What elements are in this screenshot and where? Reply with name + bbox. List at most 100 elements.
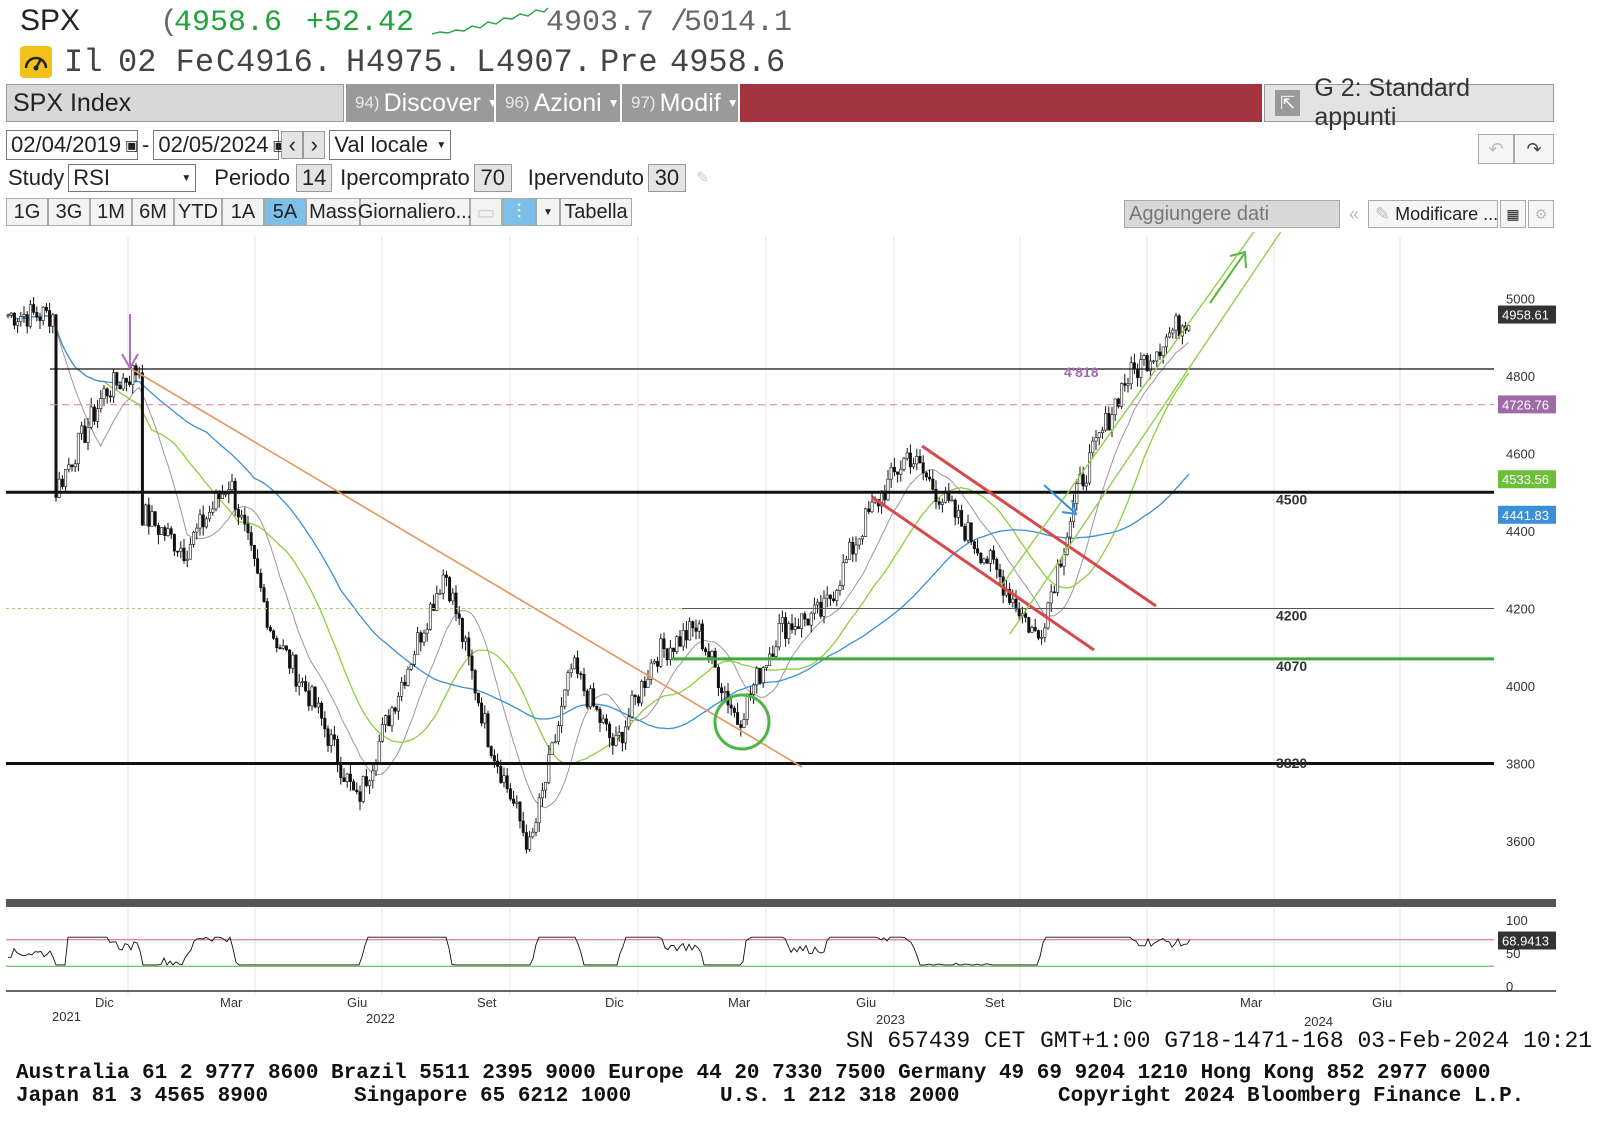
frequency-select[interactable]: Giornaliero... — [358, 198, 472, 226]
speedometer-icon[interactable] — [20, 46, 52, 78]
range-button-1m[interactable]: 1M — [90, 198, 132, 226]
candle-body — [784, 617, 788, 639]
candle-body — [457, 613, 461, 619]
pencil-icon[interactable]: ✎ — [695, 170, 710, 187]
chart-type-icon[interactable]: ▭ — [470, 198, 502, 226]
candle-body — [438, 592, 442, 595]
previous-period-button[interactable]: ‹ — [281, 131, 304, 159]
period-field[interactable]: 14 — [296, 164, 333, 192]
candle-body — [1024, 613, 1028, 618]
candle-body — [576, 657, 580, 674]
candle-body — [710, 650, 714, 658]
candle-body — [451, 592, 455, 602]
azioni-menu[interactable]: 96) Azioni ▼ — [496, 84, 620, 122]
candle-body — [934, 489, 938, 502]
candle-body — [489, 746, 493, 756]
table-button[interactable]: Tabella — [560, 198, 632, 226]
overbought-label: Ipercomprato — [340, 165, 470, 190]
security-field[interactable]: SPX Index — [6, 84, 344, 122]
collapse-icon[interactable]: « — [1348, 204, 1359, 224]
currency-select[interactable]: Val locale ▼ — [329, 130, 452, 160]
modif-menu[interactable]: 97) Modif ▼ — [622, 84, 739, 122]
uptrend-upper-line — [1001, 232, 1255, 586]
end-date-field[interactable]: 02/05/2024 ▣ — [153, 130, 286, 160]
candle-body — [656, 661, 660, 667]
candle-body — [633, 694, 637, 698]
candle-type-icon[interactable]: ⫶ — [502, 198, 536, 226]
range-label: 1M — [97, 200, 125, 223]
candle-body — [416, 632, 420, 655]
candle-body — [835, 590, 839, 601]
candle-body — [377, 740, 381, 765]
candle-body — [428, 603, 432, 630]
next-period-button[interactable]: › — [303, 131, 326, 159]
candle-body — [886, 478, 890, 501]
candle-body — [358, 791, 362, 802]
candle-body — [800, 613, 804, 629]
candle-body — [604, 718, 608, 725]
chevron-down-icon: ▼ — [607, 96, 620, 110]
candle-body — [803, 613, 807, 620]
net-change: +52.42 — [306, 6, 415, 40]
candle-body — [534, 822, 538, 833]
gear-icon[interactable]: ⚙ — [1528, 200, 1554, 228]
security-label: SPX Index — [13, 88, 132, 117]
candle-body — [870, 501, 874, 513]
open-paren: ( — [160, 6, 179, 40]
oversold-field[interactable]: 30 — [647, 164, 686, 192]
contact-singapore: Singapore 65 6212 1000 — [354, 1085, 632, 1108]
chart-type-dropdown[interactable]: ▼ — [536, 198, 560, 226]
candle-body — [1094, 437, 1098, 442]
candle-body — [787, 623, 791, 639]
candle-body — [236, 509, 240, 518]
settings-icon[interactable]: ▦ — [1500, 200, 1526, 228]
layout-selector[interactable]: ⇱ G 2: Standard appunti — [1264, 74, 1554, 131]
undo-button[interactable]: ↶ — [1478, 134, 1514, 164]
modify-button[interactable]: ✎ Modificare ... — [1368, 200, 1498, 228]
level-label: 4200 — [1276, 608, 1307, 624]
add-data-field[interactable]: Aggiungere dati — [1124, 200, 1340, 228]
rsi-tick-label: 50 — [1506, 946, 1520, 961]
redo-button[interactable]: ↷ — [1514, 134, 1554, 164]
candle-body — [1158, 351, 1162, 357]
range-low: 4903.7 — [546, 6, 655, 40]
calendar-icon[interactable]: ▣ — [125, 136, 139, 153]
candle-body — [336, 739, 340, 765]
candle-body — [956, 510, 960, 518]
range-button-5a[interactable]: 5A — [264, 198, 306, 226]
candle-body — [25, 314, 29, 327]
external-link-icon[interactable]: ⇱ — [1275, 90, 1301, 116]
session-info: SN 657439 CET — [846, 1028, 1026, 1054]
candle-body — [819, 601, 823, 617]
price-chart[interactable]: 4500 4200 4070 3820 4'818 3600 3800 4000 4200 44… — [0, 232, 1600, 1052]
range-button-6m[interactable]: 6M — [132, 198, 174, 226]
start-date-field[interactable]: 02/04/2019 ▣ — [6, 130, 138, 160]
candle-body — [848, 541, 852, 560]
candle-body — [406, 668, 410, 686]
overbought-field[interactable]: 70 — [473, 164, 512, 192]
candle-body — [521, 820, 525, 833]
range-button-3g[interactable]: 3G — [48, 198, 90, 226]
range-button-ytd[interactable]: YTD — [174, 198, 222, 226]
candle-body — [211, 508, 215, 513]
candle-body — [147, 504, 151, 527]
study-select[interactable]: RSI ▼ — [68, 164, 197, 192]
candle-body — [464, 637, 468, 642]
candle-body — [54, 314, 58, 498]
range-button-1g[interactable]: 1G — [6, 198, 48, 226]
candle-body — [169, 528, 173, 535]
candle-body — [505, 775, 509, 790]
x-month-label: Dic — [605, 995, 624, 1010]
candle-body — [809, 612, 813, 626]
study-row: Study RSI ▼ Periodo 14 Ipercomprato 70 I… — [8, 164, 709, 192]
candle-body — [540, 789, 544, 799]
candle-body — [208, 512, 212, 520]
x-month-label: Set — [477, 995, 497, 1010]
range-button-1a[interactable]: 1A — [222, 198, 264, 226]
discover-menu[interactable]: 94) Discover ▼ — [346, 84, 499, 122]
candle-body — [460, 617, 464, 642]
chevron-down-icon: ▼ — [436, 139, 447, 151]
range-button-max[interactable]: Mass — [306, 198, 360, 226]
candle-body — [627, 716, 631, 728]
candle-body — [160, 527, 164, 535]
